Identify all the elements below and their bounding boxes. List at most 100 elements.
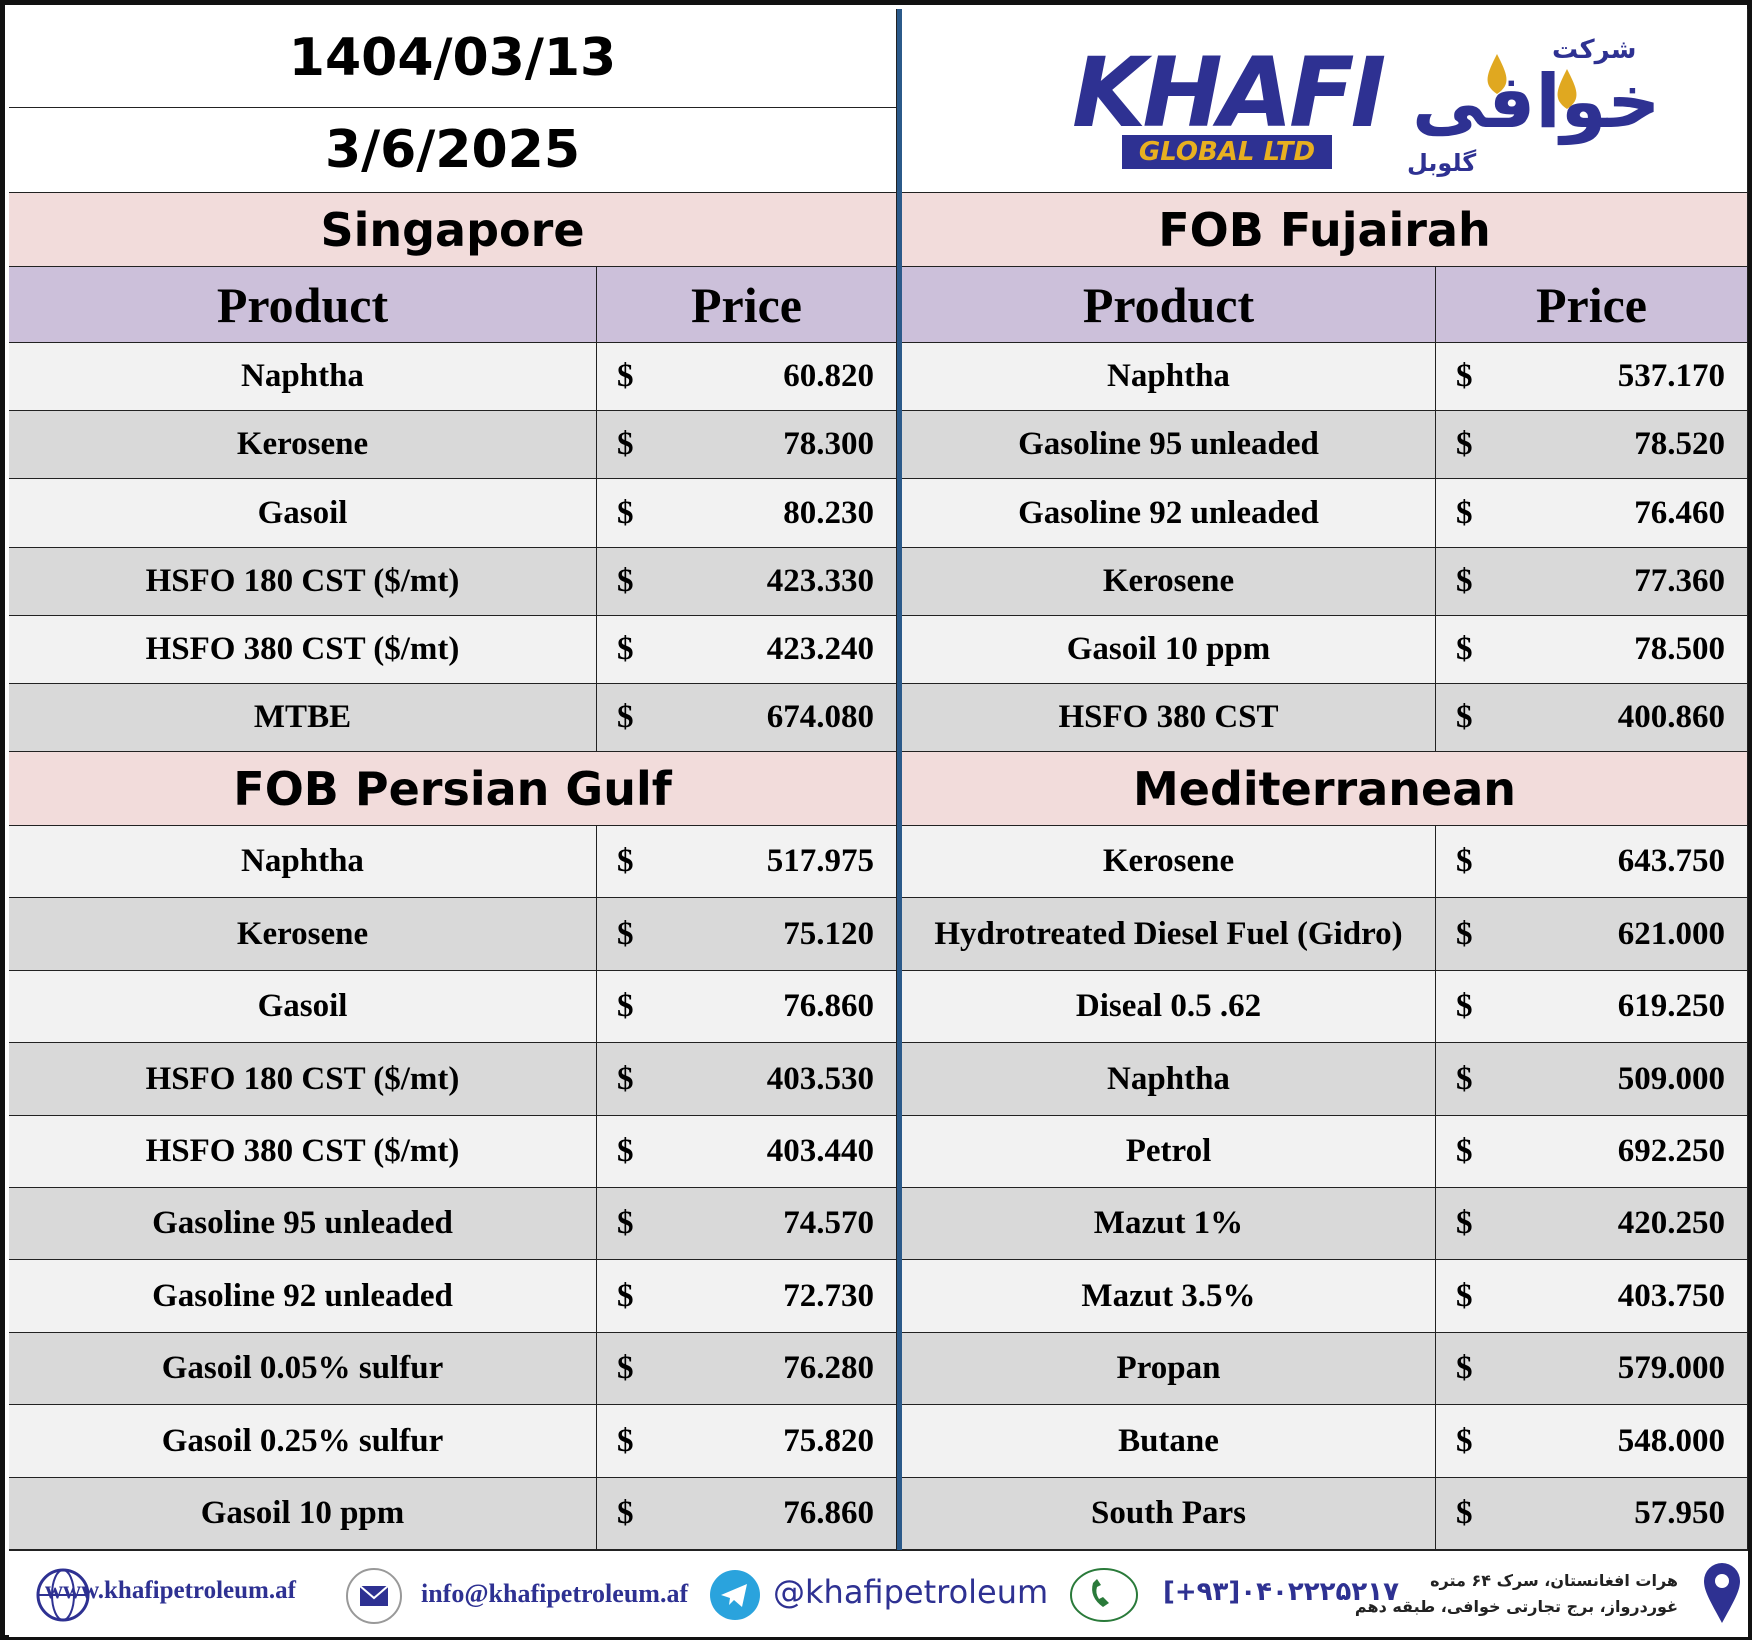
product-cell: Gasoil 0.25% sulfur [9,1405,597,1478]
column-header: Product [9,267,597,343]
price: 75.820 [783,1422,874,1459]
currency: $ [617,699,634,735]
address-line2: غوردرواز، برج تجارتی خوافی، طبقه دهم [1354,1597,1678,1616]
product-cell: Gasoil [9,971,597,1043]
price: 80.230 [783,494,874,531]
price: 75.120 [783,915,874,952]
price-cell: $75.120 [597,898,897,971]
price: 78.500 [1634,631,1725,667]
price-cell: $403.530 [597,1043,897,1116]
currency: $ [617,494,634,531]
location-icon [1704,1563,1740,1623]
price: 674.080 [766,699,874,735]
price: 60.820 [783,358,874,394]
currency: $ [1456,1422,1473,1459]
price-cell: $517.975 [597,826,897,898]
price-cell: $423.330 [597,548,897,616]
phone: [+۹۳]۰۴۰۲۲۲۵۲۱۷ [1163,1577,1399,1607]
product-cell: Kerosene [9,898,597,971]
product-cell: Naphtha [9,343,597,411]
price-cell: $537.170 [1436,343,1748,411]
currency: $ [1456,1205,1473,1241]
price: 57.950 [1634,1495,1725,1531]
price-cell: $619.250 [1436,971,1748,1043]
currency: $ [617,843,634,879]
product-cell: South Pars [902,1478,1436,1550]
currency: $ [1456,988,1473,1024]
price-cell: $74.570 [597,1188,897,1260]
currency: $ [617,1277,634,1314]
price: 76.860 [783,1495,874,1531]
product-cell: Mazut 1% [902,1188,1436,1260]
address-line1: هرات افغانستان، سرک ۶۴ متره [1430,1571,1678,1590]
price-cell: $403.750 [1436,1260,1748,1333]
product-cell: Propan [902,1333,1436,1405]
product-cell: Gasoline 92 unleaded [902,479,1436,548]
price: 76.280 [783,1350,874,1386]
price: 692.250 [1617,1133,1725,1169]
logo-brand: KHAFI [1072,37,1386,149]
section-title: FOB Fujairah [902,193,1748,267]
section-title: FOB Persian Gulf [9,752,897,826]
product-cell: Gasoline 95 unleaded [902,411,1436,479]
telegram-icon [710,1570,760,1620]
section-title: Mediterranean [902,752,1748,826]
currency: $ [1456,563,1473,599]
product-cell: Hydrotreated Diesel Fuel (Gidro) [902,898,1436,971]
product-cell: Naphtha [902,1043,1436,1116]
currency: $ [617,563,634,599]
date-persian: 1404/03/13 [9,9,897,108]
currency: $ [617,426,634,462]
price: 74.570 [783,1205,874,1241]
column-header: Price [597,267,897,343]
product-cell: Petrol [902,1116,1436,1188]
logo-persian-bottom: گلوبل [1407,149,1477,177]
product-cell: Gasoil 0.05% sulfur [9,1333,597,1405]
price-cell: $420.250 [1436,1188,1748,1260]
price-cell: $548.000 [1436,1405,1748,1478]
section-title: Singapore [9,193,897,267]
product-cell: MTBE [9,684,597,752]
price: 517.975 [766,843,874,879]
currency: $ [617,1350,634,1386]
product-cell: Mazut 3.5% [902,1260,1436,1333]
price: 423.240 [766,631,874,667]
product-cell: Gasoil 10 ppm [9,1478,597,1550]
product-cell: HSFO 180 CST ($/mt) [9,1043,597,1116]
price: 509.000 [1617,1060,1725,1097]
product-cell: Naphtha [9,826,597,898]
logo-drops [1487,54,1577,109]
currency: $ [1456,699,1473,735]
column-header: Price [1436,267,1748,343]
price-cell: $57.950 [1436,1478,1748,1550]
product-cell: Gasoil [9,479,597,548]
price: 621.000 [1617,915,1725,952]
price: 78.300 [783,426,874,462]
price: 77.360 [1634,563,1725,599]
currency: $ [1456,843,1473,879]
website: www.khafipetroleum.af [45,1577,296,1604]
price-cell: $579.000 [1436,1333,1748,1405]
price-cell: $76.860 [597,1478,897,1550]
product-cell: HSFO 380 CST ($/mt) [9,1116,597,1188]
price: 403.440 [766,1133,874,1169]
price-cell: $80.230 [597,479,897,548]
price: 403.530 [766,1060,874,1097]
product-cell: Gasoline 92 unleaded [9,1260,597,1333]
price-cell: $78.300 [597,411,897,479]
price-cell: $78.500 [1436,616,1748,684]
price-cell: $76.460 [1436,479,1748,548]
price: 548.000 [1617,1422,1725,1459]
logo-box: KHAFI GLOBAL LTD شرکت خوافی گلوبل [902,9,1748,193]
price: 537.170 [1617,358,1725,394]
product-cell: HSFO 380 CST [902,684,1436,752]
currency: $ [617,1060,634,1097]
price-cell: $72.730 [597,1260,897,1333]
product-cell: Butane [902,1405,1436,1478]
logo-persian-main: خوافی [1412,59,1661,145]
price: 72.730 [783,1277,874,1314]
price: 643.750 [1617,843,1725,879]
price-cell: $75.820 [597,1405,897,1478]
currency: $ [1456,358,1473,394]
product-cell: HSFO 380 CST ($/mt) [9,616,597,684]
